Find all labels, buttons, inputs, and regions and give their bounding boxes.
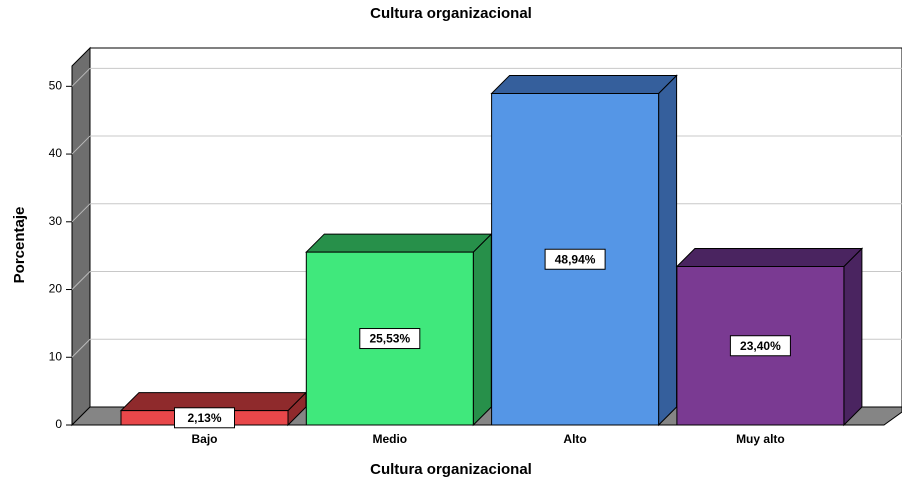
x-tick-label: Medio	[372, 432, 407, 446]
label-box	[729, 335, 791, 357]
grid-line	[71, 67, 91, 87]
grid-line	[71, 338, 91, 358]
chart-title: Cultura organizacional	[370, 5, 532, 22]
bar-face	[305, 233, 493, 253]
y-tick-label: 10	[49, 349, 63, 363]
bar-face	[843, 247, 863, 427]
grid-line	[71, 271, 91, 290]
bar-face	[490, 75, 678, 95]
label-box	[544, 248, 606, 270]
value-label: 25,53%	[369, 332, 410, 346]
grid-line	[71, 203, 91, 223]
label-box	[359, 328, 421, 350]
x-axis-label: Cultura organizacional	[370, 461, 532, 478]
grid-line	[71, 135, 91, 155]
x-tick-label: Bajo	[191, 432, 217, 446]
label-box	[174, 407, 235, 429]
y-tick-label: 20	[49, 282, 63, 296]
x-tick-label: Alto	[563, 432, 586, 446]
bar-face	[472, 232, 492, 427]
value-label: 48,94%	[555, 252, 596, 266]
bar-face	[658, 74, 678, 427]
value-label: 2,13%	[187, 411, 221, 425]
y-tick-label: 40	[49, 146, 63, 160]
x-tick-label: Muy alto	[736, 432, 785, 446]
value-label: 23,40%	[740, 339, 781, 353]
y-axis-label: Porcentaje	[11, 207, 28, 284]
bar-face	[675, 247, 864, 267]
left-wall	[71, 46, 91, 427]
y-tick-label: 0	[55, 417, 62, 431]
bar	[119, 391, 308, 427]
y-tick-label: 50	[49, 78, 63, 92]
y-tick-label: 30	[49, 214, 63, 228]
